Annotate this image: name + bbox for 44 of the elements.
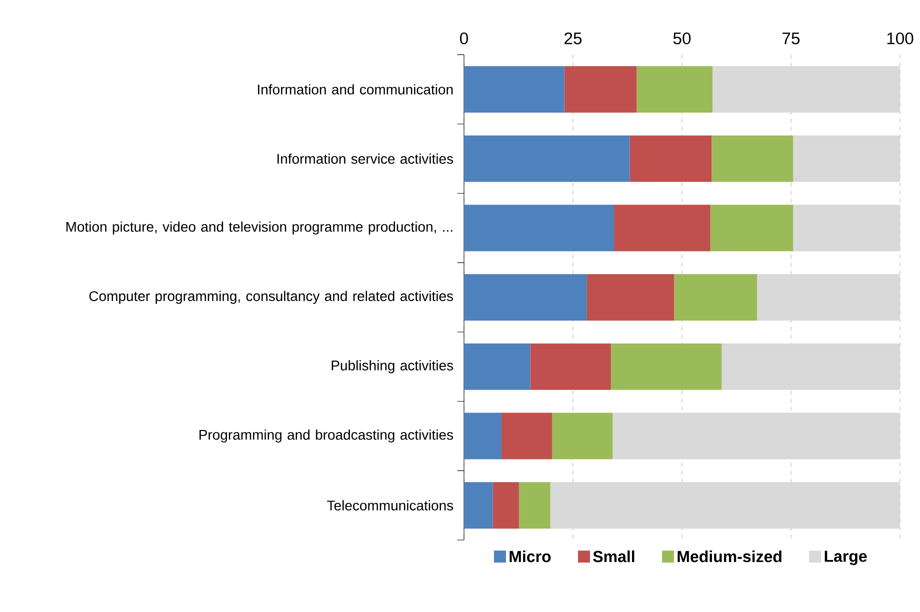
bar	[793, 135, 900, 182]
bar	[518, 482, 550, 529]
bar	[674, 274, 757, 321]
bar	[530, 343, 611, 390]
bar	[501, 412, 552, 460]
bar	[793, 204, 900, 252]
bar	[610, 343, 722, 390]
bar	[630, 135, 712, 182]
bar	[614, 204, 710, 252]
bar	[552, 412, 613, 460]
legend-label: Large	[824, 550, 867, 566]
bar	[492, 482, 519, 529]
bar	[464, 274, 587, 321]
bar	[612, 412, 900, 460]
y-tick-label: Computer programming, consultancy and related activities	[89, 290, 454, 304]
y-tick-label: Telecommunications	[327, 500, 454, 510]
y-tick-label: Information service activities	[277, 154, 454, 164]
y-tick-label: Information and communication	[258, 84, 453, 94]
bar	[710, 204, 794, 252]
bar	[756, 274, 900, 321]
legend-label: Micro	[510, 550, 551, 562]
x-tick-label: 50	[673, 32, 691, 44]
bar	[464, 204, 614, 252]
x-tick-label: 75	[782, 32, 800, 44]
bar	[564, 66, 637, 113]
bar	[586, 274, 674, 321]
bar	[712, 66, 900, 113]
bar	[464, 482, 493, 529]
legend-label: Small	[593, 550, 634, 562]
bar	[722, 343, 900, 390]
bar	[712, 135, 794, 182]
y-tick-label: Motion picture, video and television programme production, ...	[66, 221, 452, 235]
x-tick-label: 100	[887, 32, 914, 44]
bar	[464, 135, 630, 182]
bar	[636, 66, 713, 113]
bar	[464, 412, 502, 460]
x-tick-label: 0	[460, 32, 468, 44]
y-tick-label: Publishing activities	[332, 360, 454, 374]
y-tick-label: Programming and broadcasting activities	[200, 429, 454, 443]
x-tick-label: 25	[564, 32, 582, 44]
bar	[550, 482, 900, 529]
legend-label: Medium-sized	[678, 550, 782, 562]
bar	[464, 343, 530, 390]
bar	[464, 66, 564, 113]
